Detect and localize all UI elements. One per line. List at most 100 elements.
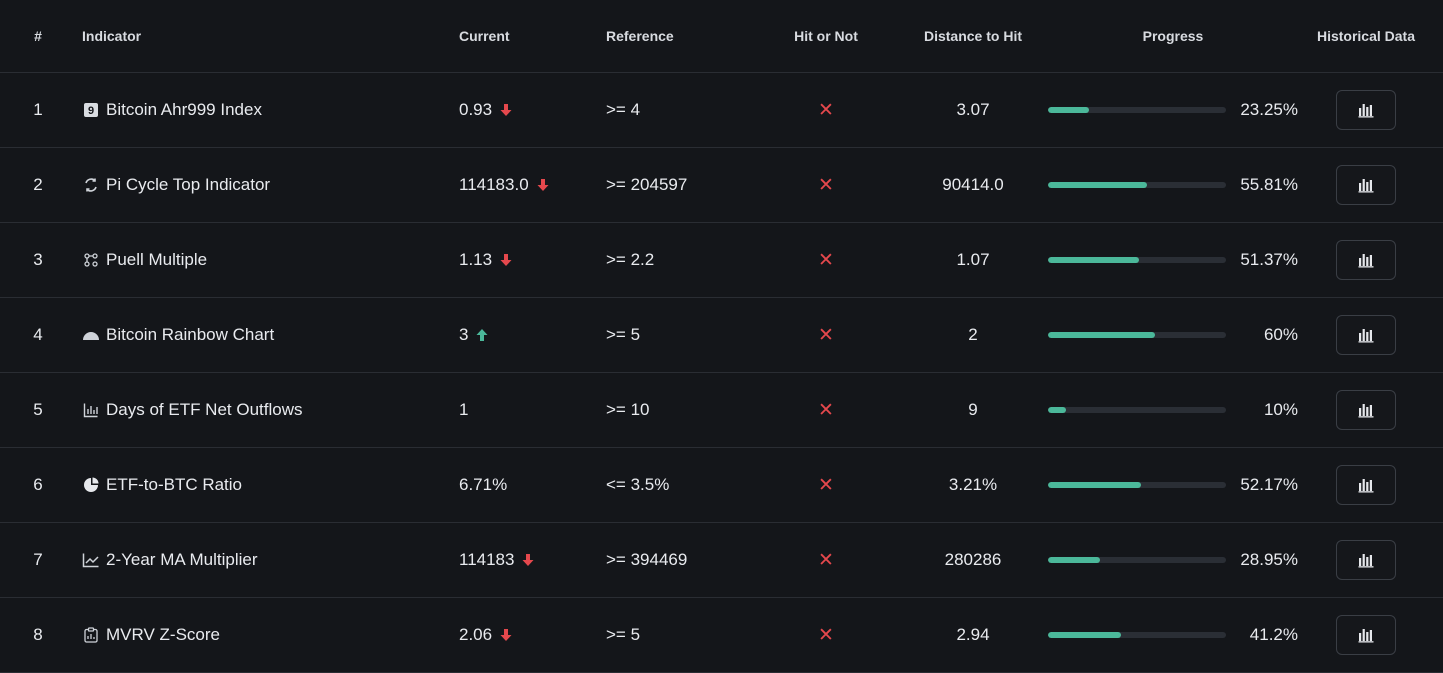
progress-percent: 28.95%: [1240, 550, 1298, 569]
reference-value: >= 394469: [606, 550, 688, 569]
line-chart-icon: [82, 551, 100, 569]
trend-down-arrow-icon: [500, 253, 512, 267]
indicator-name-cell[interactable]: Bitcoin Rainbow Chart: [82, 298, 274, 372]
bar-chart-icon: [1358, 177, 1374, 193]
header-number: #: [34, 28, 42, 44]
indicator-name: Bitcoin Rainbow Chart: [106, 325, 275, 344]
progress-bar-fill: [1048, 482, 1141, 488]
indicator-name-cell[interactable]: 2-Year MA Multiplier: [82, 523, 258, 597]
table-header: # Indicator Current Reference Hit or Not…: [0, 0, 1443, 73]
historical-data-cell: [1310, 523, 1422, 597]
header-current: Current: [459, 28, 510, 44]
historical-data-button[interactable]: [1336, 90, 1396, 130]
historical-data-cell: [1310, 598, 1422, 672]
table-row: 1 9 Bitcoin Ahr999 Index 0.93 >= 4 ✕ 3.07 23.25…: [0, 73, 1443, 148]
header-historical-data: Historical Data: [1316, 28, 1416, 44]
trend-down-arrow-icon: [500, 103, 512, 117]
progress-bar-track: [1048, 632, 1226, 638]
historical-data-cell: [1310, 223, 1422, 297]
reference-value: >= 10: [606, 400, 650, 419]
historical-data-button[interactable]: [1336, 240, 1396, 280]
bar-chart-icon: [1358, 102, 1374, 118]
not-hit-x-icon: ✕: [818, 99, 834, 121]
hit-status-cell: ✕: [790, 523, 862, 597]
row-number: 7: [33, 550, 43, 569]
current-value-cell: 2.06: [459, 598, 512, 672]
distance-to-hit: 9: [968, 400, 978, 419]
hit-status-cell: ✕: [790, 448, 862, 522]
row-number: 2: [33, 175, 43, 194]
current-value: 114183: [459, 550, 515, 569]
progress-percent: 10%: [1263, 400, 1298, 419]
trend-down-arrow-icon: [537, 178, 549, 192]
progress-cell: 55.81%: [1048, 148, 1298, 222]
indicator-name: Days of ETF Net Outflows: [106, 400, 303, 419]
progress-percent: 60%: [1263, 325, 1298, 344]
bar-chart-icon: [82, 401, 100, 419]
progress-cell: 10%: [1048, 373, 1298, 447]
clipboard-chart-icon: [82, 626, 100, 644]
table-row: 7 2-Year MA Multiplier 114183 >= 394469 ✕ 280…: [0, 523, 1443, 598]
bar-chart-icon: [1358, 327, 1374, 343]
progress-bar-fill: [1048, 107, 1090, 113]
distance-to-hit: 3.21%: [948, 475, 998, 494]
indicator-name-cell[interactable]: 9 Bitcoin Ahr999 Index: [82, 73, 262, 147]
header-progress: Progress: [1142, 28, 1204, 44]
hit-status-cell: ✕: [790, 148, 862, 222]
current-value-cell: 0.93: [459, 73, 512, 147]
distance-to-hit: 3.07: [956, 100, 990, 119]
current-value-cell: 114183.0: [459, 148, 549, 222]
progress-percent: 51.37%: [1240, 250, 1298, 269]
table-row: 4 Bitcoin Rainbow Chart 3 >= 5 ✕ 2 60%: [0, 298, 1443, 373]
current-value-cell: 3: [459, 298, 488, 372]
network-nodes-icon: [82, 251, 100, 269]
progress-percent: 52.17%: [1240, 475, 1298, 494]
header-distance-to-hit: Distance to Hit: [923, 28, 1022, 44]
table-row: 6 ETF-to-BTC Ratio 6.71% <= 3.5% ✕ 3.21% 52.17…: [0, 448, 1443, 523]
progress-cell: 51.37%: [1048, 223, 1298, 297]
historical-data-button[interactable]: [1336, 615, 1396, 655]
historical-data-cell: [1310, 73, 1422, 147]
current-value-cell: 114183: [459, 523, 534, 597]
header-hit-or-not: Hit or Not: [794, 28, 858, 44]
distance-to-hit: 2.94: [956, 625, 990, 644]
indicator-name-cell[interactable]: Days of ETF Net Outflows: [82, 373, 303, 447]
historical-data-cell: [1310, 448, 1422, 522]
historical-data-button[interactable]: [1336, 390, 1396, 430]
historical-data-button[interactable]: [1336, 465, 1396, 505]
bar-chart-icon: [1358, 477, 1374, 493]
indicator-name-cell[interactable]: MVRV Z-Score: [82, 598, 220, 672]
svg-text:9: 9: [88, 105, 94, 117]
indicator-name-cell[interactable]: ETF-to-BTC Ratio: [82, 448, 242, 522]
row-number: 1: [33, 100, 43, 119]
historical-data-button[interactable]: [1336, 540, 1396, 580]
reference-value: >= 5: [606, 625, 641, 644]
reference-value: >= 2.2: [606, 250, 655, 269]
not-hit-x-icon: ✕: [818, 324, 834, 346]
current-value-cell: 1: [459, 373, 468, 447]
trend-down-arrow-icon: [522, 553, 534, 567]
current-value: 6.71%: [459, 475, 508, 494]
indicator-name: 2-Year MA Multiplier: [106, 550, 258, 569]
progress-bar-track: [1048, 182, 1226, 188]
progress-bar-track: [1048, 407, 1226, 413]
current-value-cell: 1.13: [459, 223, 512, 297]
indicator-name-cell[interactable]: Pi Cycle Top Indicator: [82, 148, 270, 222]
cycle-icon: [82, 176, 100, 194]
progress-bar-track: [1048, 107, 1226, 113]
current-value: 1: [459, 400, 469, 419]
bar-chart-icon: [1358, 402, 1374, 418]
bar-chart-icon: [1358, 627, 1374, 643]
indicator-name: Pi Cycle Top Indicator: [106, 175, 271, 194]
current-value: 2.06: [459, 625, 493, 644]
historical-data-button[interactable]: [1336, 165, 1396, 205]
historical-data-button[interactable]: [1336, 315, 1396, 355]
table-row: 3 Puell Multiple 1.13 >= 2.2 ✕ 1.07 51.37%: [0, 223, 1443, 298]
hit-status-cell: ✕: [790, 223, 862, 297]
not-hit-x-icon: ✕: [818, 474, 834, 496]
row-number: 5: [33, 400, 43, 419]
distance-to-hit: 90414.0: [942, 175, 1004, 194]
indicator-name-cell[interactable]: Puell Multiple: [82, 223, 207, 297]
progress-cell: 60%: [1048, 298, 1298, 372]
progress-percent: 41.2%: [1249, 625, 1298, 644]
